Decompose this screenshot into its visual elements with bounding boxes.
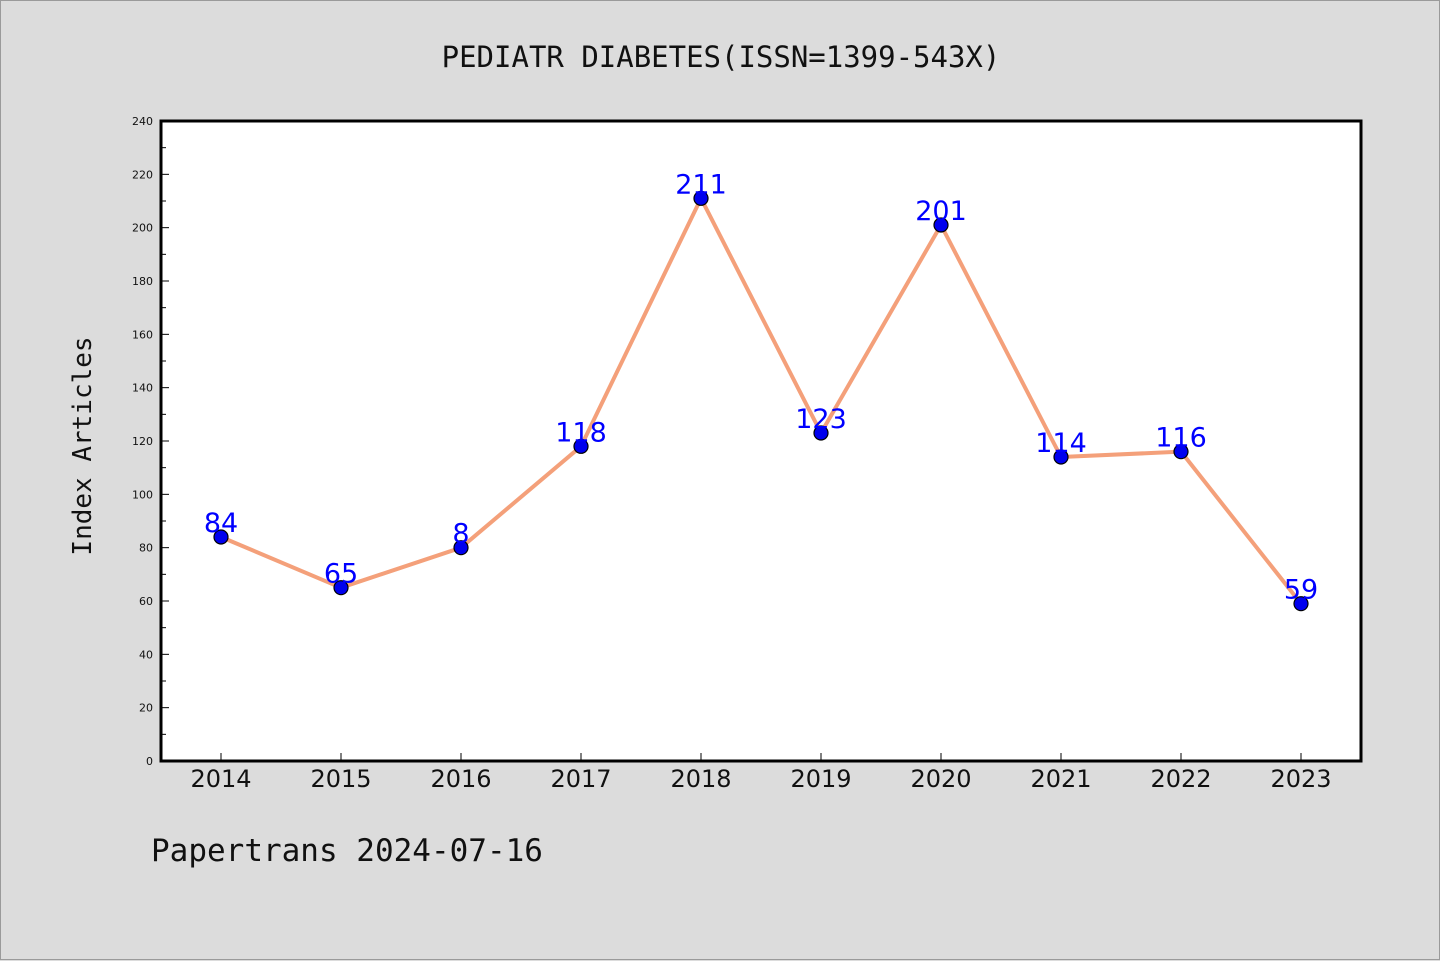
plot-area <box>161 121 1361 761</box>
data-point <box>933 217 949 233</box>
y-tick-label: 200 <box>132 222 153 235</box>
x-tick-label: 2019 <box>790 765 851 793</box>
x-tick-label: 2020 <box>910 765 971 793</box>
data-label: 59 <box>1284 575 1318 606</box>
y-tick-label: 220 <box>132 168 153 181</box>
data-point <box>813 425 829 441</box>
y-tick-label: 20 <box>139 702 153 715</box>
data-label: 65 <box>324 559 358 590</box>
plot-border <box>159 119 1363 763</box>
y-tick-label: 60 <box>139 595 153 608</box>
data-point <box>453 540 469 556</box>
data-point <box>1293 596 1309 612</box>
y-axis-label: Index Articles <box>68 336 98 555</box>
series-layer: 84 65 8 118 211 123 201 114 116 59 <box>204 169 1318 612</box>
data-label: 211 <box>675 169 727 200</box>
y-tick-label: 240 <box>132 115 153 128</box>
x-tick-label: 2017 <box>550 765 611 793</box>
x-axis-ticks: 2014 2015 2016 2017 2018 2019 2020 2021 2022 2023 <box>190 753 1332 793</box>
data-label: 114 <box>1035 428 1087 459</box>
footer-text: Papertrans 2024-07-16 <box>151 833 543 869</box>
data-point <box>333 580 349 596</box>
x-tick-label: 2021 <box>1030 765 1091 793</box>
y-tick-label: 40 <box>139 648 153 661</box>
x-tick-label: 2016 <box>430 765 491 793</box>
data-label: 8 <box>452 519 469 550</box>
data-point <box>573 438 589 454</box>
data-label: 123 <box>795 404 847 435</box>
x-tick-label: 2015 <box>310 765 371 793</box>
data-label: 201 <box>915 196 967 227</box>
x-tick-label: 2018 <box>670 765 731 793</box>
data-point <box>1173 444 1189 460</box>
data-point <box>1053 449 1069 465</box>
x-tick-label: 2023 <box>1270 765 1331 793</box>
x-tick-label: 2014 <box>190 765 251 793</box>
data-point <box>693 190 709 206</box>
y-tick-label: 100 <box>132 488 153 501</box>
y-tick-label: 0 <box>146 755 153 768</box>
data-label: 116 <box>1155 423 1207 454</box>
data-point <box>213 529 229 545</box>
y-tick-label: 80 <box>139 542 153 555</box>
data-label: 84 <box>204 508 238 539</box>
data-label: 118 <box>555 417 607 448</box>
y-tick-label: 160 <box>132 328 153 341</box>
y-tick-label: 120 <box>132 435 153 448</box>
chart-title: PEDIATR DIABETES(ISSN=1399-543X) <box>442 40 1001 74</box>
y-tick-label: 180 <box>132 275 153 288</box>
y-tick-label: 140 <box>132 382 153 395</box>
x-tick-label: 2022 <box>1150 765 1211 793</box>
series-line <box>220 196 1303 605</box>
